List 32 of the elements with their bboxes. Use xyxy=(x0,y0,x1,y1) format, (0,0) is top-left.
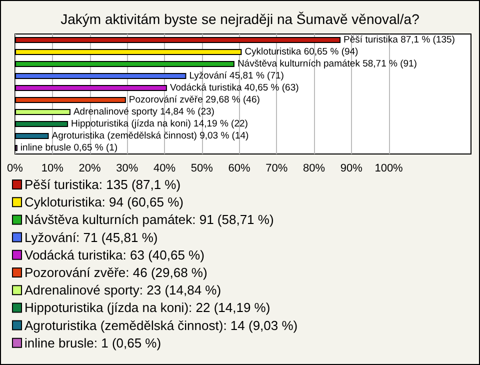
data-label: Návštěva kulturních památek 58,71 % (91) xyxy=(237,58,417,70)
data-label: Agroturistika (zemědělská činnost) 9,03 % (14) xyxy=(52,130,249,142)
data-label: Vodácká turistika 40,65 % (63) xyxy=(170,82,299,94)
x-tick-label: 60% xyxy=(228,162,250,174)
legend-label: Hippoturistika (jízda na koni): 22 (14,19 %) xyxy=(24,300,270,316)
legend-label: inline brusle: 1 (0,65 %) xyxy=(24,335,162,350)
legend-label: Cykloturistika: 94 (60,65 %) xyxy=(24,194,184,210)
data-label: Adrenalinové sporty 14,84 % (23) xyxy=(73,106,214,118)
data-label: Hippoturistika (jízda na koni) 14,19 % (22) xyxy=(71,118,248,130)
x-tick-label: 40% xyxy=(153,162,176,174)
x-tick-label: 10% xyxy=(41,162,64,174)
legend-label: Lyžování: 71 (45,81 %) xyxy=(24,230,158,245)
legend-label: Pěší turistika: 135 (87,1 %) xyxy=(24,177,181,192)
x-tick-label: 30% xyxy=(116,162,138,174)
x-tick-label: 50% xyxy=(190,162,214,174)
legend-label: Adrenalinové sporty: 23 (14,84 %) xyxy=(24,282,222,298)
legend-label: Agroturistika (zemědělská činnost): 14 (9,03 %) xyxy=(24,318,298,333)
data-label: Cykloturistika 60,65 % (94) xyxy=(244,46,358,58)
x-tick-label: 0% xyxy=(7,162,24,174)
legend-label: Návštěva kulturních památek: 91 (58,71 %) xyxy=(24,212,274,228)
data-label: inline brusle 0,65 % (1) xyxy=(20,142,118,154)
data-label: Pěší turistika 87,1 % (135) xyxy=(344,34,455,46)
x-tick-label: 80% xyxy=(303,162,326,174)
data-label: Lyžování 45,81 % (71) xyxy=(189,70,284,82)
legend-label: Pozorování zvěře: 46 (29,68 %) xyxy=(24,265,208,280)
data-label: Pozorování zvěře 29,68 % (46) xyxy=(128,94,260,106)
x-tick-label: 70% xyxy=(266,162,288,174)
x-tick-label: 100% xyxy=(374,162,404,174)
x-tick-label: 20% xyxy=(78,162,101,174)
x-tick-label: 90% xyxy=(340,162,363,174)
chart-title: Jakým aktivitám byste se nejraději na Šumavě věnoval/a? xyxy=(60,11,420,27)
legend-label: Vodácká turistika: 63 (40,65 %) xyxy=(24,247,204,262)
